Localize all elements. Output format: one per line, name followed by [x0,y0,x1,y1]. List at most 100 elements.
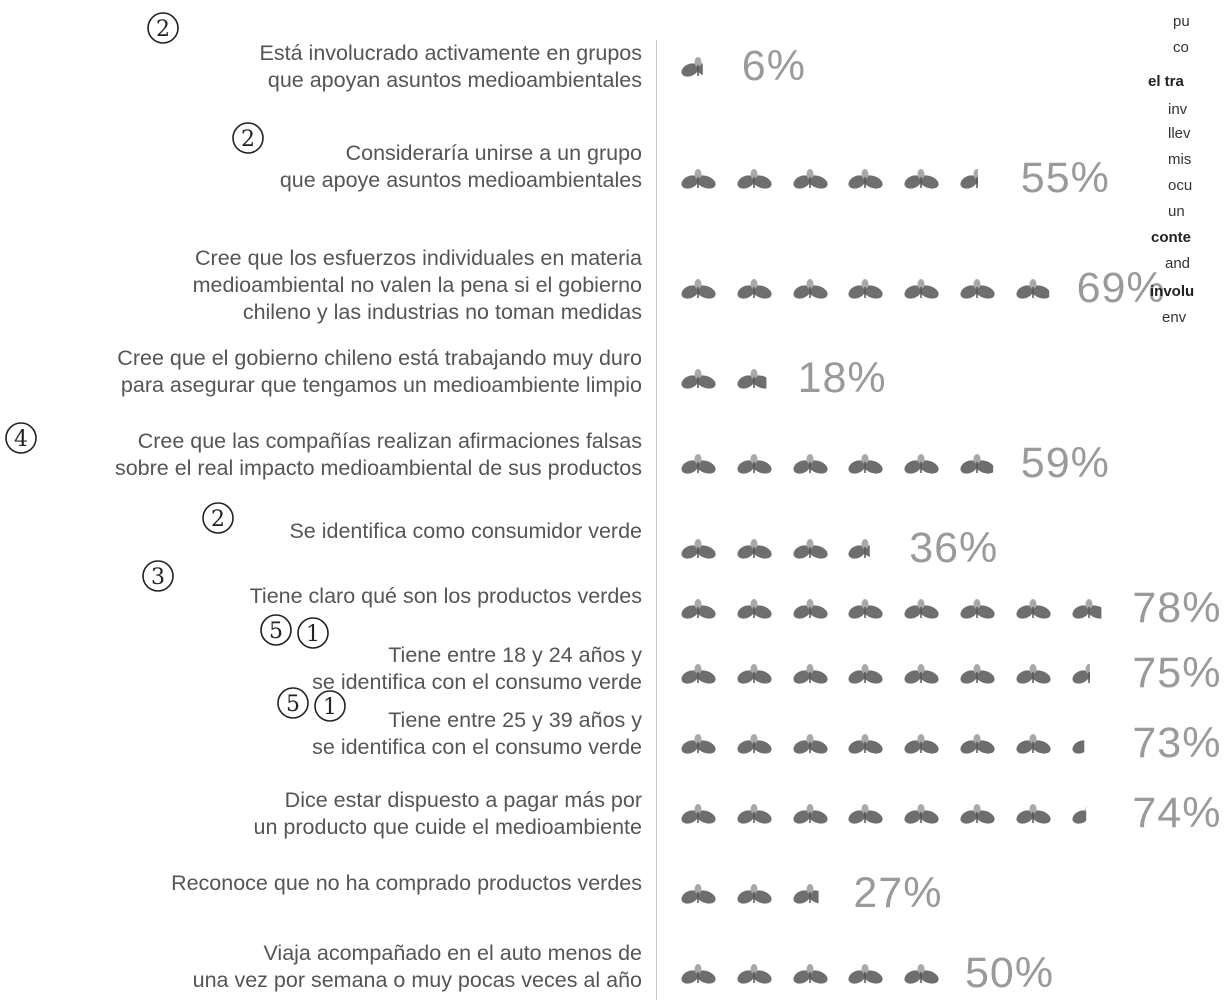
row-label: Está involucrado activamente en grupos q… [259,41,642,92]
percent-label: 73% [1132,719,1222,767]
percent-label: 36% [909,524,999,572]
svg-text:2: 2 [211,507,225,532]
svg-text:2: 2 [241,127,255,152]
handwritten-circled-number: 5 [258,612,294,655]
leaf-icon [904,734,939,754]
leaf-icon [1016,664,1051,684]
leaf-icon [681,664,716,684]
leaf-icon [681,57,703,77]
percent-label: 59% [1020,439,1110,487]
side-text-fragment: el tra [1148,73,1184,90]
side-text-fragment: and [1165,255,1191,272]
leaf-icon [793,169,828,189]
handwritten-circled-number: 1 [312,688,348,731]
side-text-fragment: llev [1168,125,1191,142]
svg-text:5: 5 [286,692,300,717]
leaf-icon [681,804,716,824]
svg-text:3: 3 [151,565,165,590]
side-text-fragment: ocu [1168,177,1193,194]
percent-label: 75% [1132,649,1222,697]
side-text-fragment: inv [1168,101,1188,118]
leaf-icon [737,964,772,984]
percent-label: 74% [1132,789,1222,837]
handwritten-circled-number: 5 [275,685,311,728]
leaf-icon [960,454,994,474]
leaf-icon [681,734,716,754]
handwritten-circled-number: 2 [230,120,266,163]
leaf-icon [793,539,828,559]
leaf-icon [793,884,819,904]
handwritten-circled-number: 4 [3,420,39,463]
leaf-icon [848,734,884,754]
leaf-icon [904,454,939,474]
leaf-icon [904,964,939,984]
leaf-icon [681,884,716,904]
leaf-icon [904,599,939,619]
leaf-icon [904,804,939,824]
row-label: Tiene entre 25 y 39 años y se identifica… [312,708,642,759]
handwritten-circled-number: 3 [140,558,176,601]
leaf-icon [960,279,995,299]
row-label: Consideraría unirse a un grupo que apoye… [279,141,642,192]
leaf-icon [681,454,716,474]
leaf-icon [848,454,884,474]
svg-text:5: 5 [269,619,283,644]
side-text-fragment: mis [1168,151,1192,168]
leaf-icon [1072,664,1090,684]
leaf-icon [793,804,828,824]
leaf-icon [737,539,772,559]
handwritten-circled-number: 1 [295,615,331,658]
leaf-icon [848,964,884,984]
leaf-icon [1016,734,1051,754]
row-label: Tiene claro qué son los productos verdes [249,584,642,608]
leaf-icon [681,279,716,299]
leaf-icon [737,599,772,619]
leaf-icon [960,169,978,189]
leaf-icon [960,804,995,824]
leaf-icon [848,804,884,824]
percent-label: 27% [853,869,943,917]
leaf-icon [793,599,828,619]
row-label: Reconoce que no ha comprado productos ve… [171,871,642,895]
side-text-fragment: co [1173,39,1189,56]
leaf-icon [793,279,828,299]
leaf-icon [904,169,939,189]
leaf-icon [960,664,995,684]
leaf-icon [737,169,772,189]
leaf-icon [681,539,716,559]
leaf-icon [737,734,772,754]
leaf-icon [848,664,884,684]
row-label: Cree que el gobierno chileno está trabaj… [117,346,642,397]
leaf-icon [793,454,828,474]
leaf-icon [960,599,995,619]
leaf-icon [793,964,828,984]
leaf-icon [904,664,939,684]
leaf-icon [1016,279,1049,299]
side-text-fragment: env [1162,309,1187,326]
side-text-fragment: conte [1151,229,1192,246]
leaf-icon [737,664,772,684]
row-label: Dice estar dispuesto a pagar más por un … [253,788,642,839]
leaf-icon [1072,740,1084,754]
leaf-icon [737,279,772,299]
leaf-icon [681,599,716,619]
row-label: Tiene entre 18 y 24 años y se identifica… [312,643,642,694]
leaf-icon [737,884,772,904]
percent-label: 55% [1020,154,1110,202]
leaf-icon [848,599,884,619]
percent-label: 6% [741,42,806,90]
leaf-icon [681,169,716,189]
leaf-icon [737,454,772,474]
row-label: Viaja acompañado en el auto menos de una… [192,941,642,992]
handwritten-circled-number: 2 [145,10,181,53]
percent-label: 18% [797,354,887,402]
leaf-icon [848,169,884,189]
leaf-icon [681,964,716,984]
svg-text:2: 2 [156,17,170,42]
leaf-icon [1072,599,1101,619]
leaf-icon [1016,599,1051,619]
leaf-icon [793,664,828,684]
percent-label: 78% [1132,584,1222,632]
svg-text:1: 1 [323,695,337,720]
